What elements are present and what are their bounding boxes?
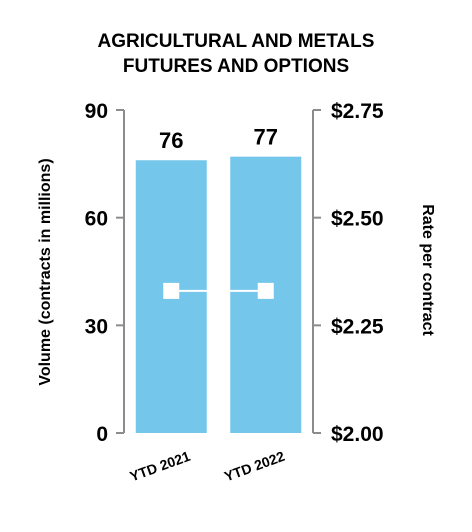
- left-tick-label: 60: [85, 208, 108, 231]
- right-tick-label: $2.00: [331, 423, 384, 446]
- left-tick-label: 0: [96, 423, 108, 446]
- category-label: YTD 2022: [222, 448, 287, 485]
- chart-title-line-1: AGRICULTURAL AND METALS: [98, 31, 375, 52]
- left-tick-label: 90: [85, 100, 108, 123]
- right-tick-label: $2.50: [331, 208, 384, 231]
- bar-value-label: 77: [254, 125, 278, 150]
- y-axis-label-left: Volume (contracts in millions): [37, 158, 54, 385]
- rate-marker: [163, 282, 180, 299]
- rate-line: [163, 282, 274, 299]
- right-axis-ticks: $2.00 $2.25 $2.50 $2.75: [313, 100, 384, 446]
- y-axis-label-right: Rate per contract: [419, 204, 436, 336]
- bar-value-label: 76: [159, 128, 183, 153]
- left-tick-label: 30: [85, 315, 108, 338]
- category-label: YTD 2021: [128, 448, 193, 485]
- category-labels: YTD 2021 YTD 2022: [128, 448, 287, 485]
- left-axis-ticks: 0 30 60 90: [85, 100, 124, 446]
- bars: 76 77: [135, 125, 302, 433]
- right-tick-label: $2.25: [331, 315, 384, 338]
- right-tick-label: $2.75: [331, 100, 384, 123]
- chart-title-line-2: FUTURES AND OPTIONS: [123, 56, 349, 77]
- rate-marker: [257, 282, 274, 299]
